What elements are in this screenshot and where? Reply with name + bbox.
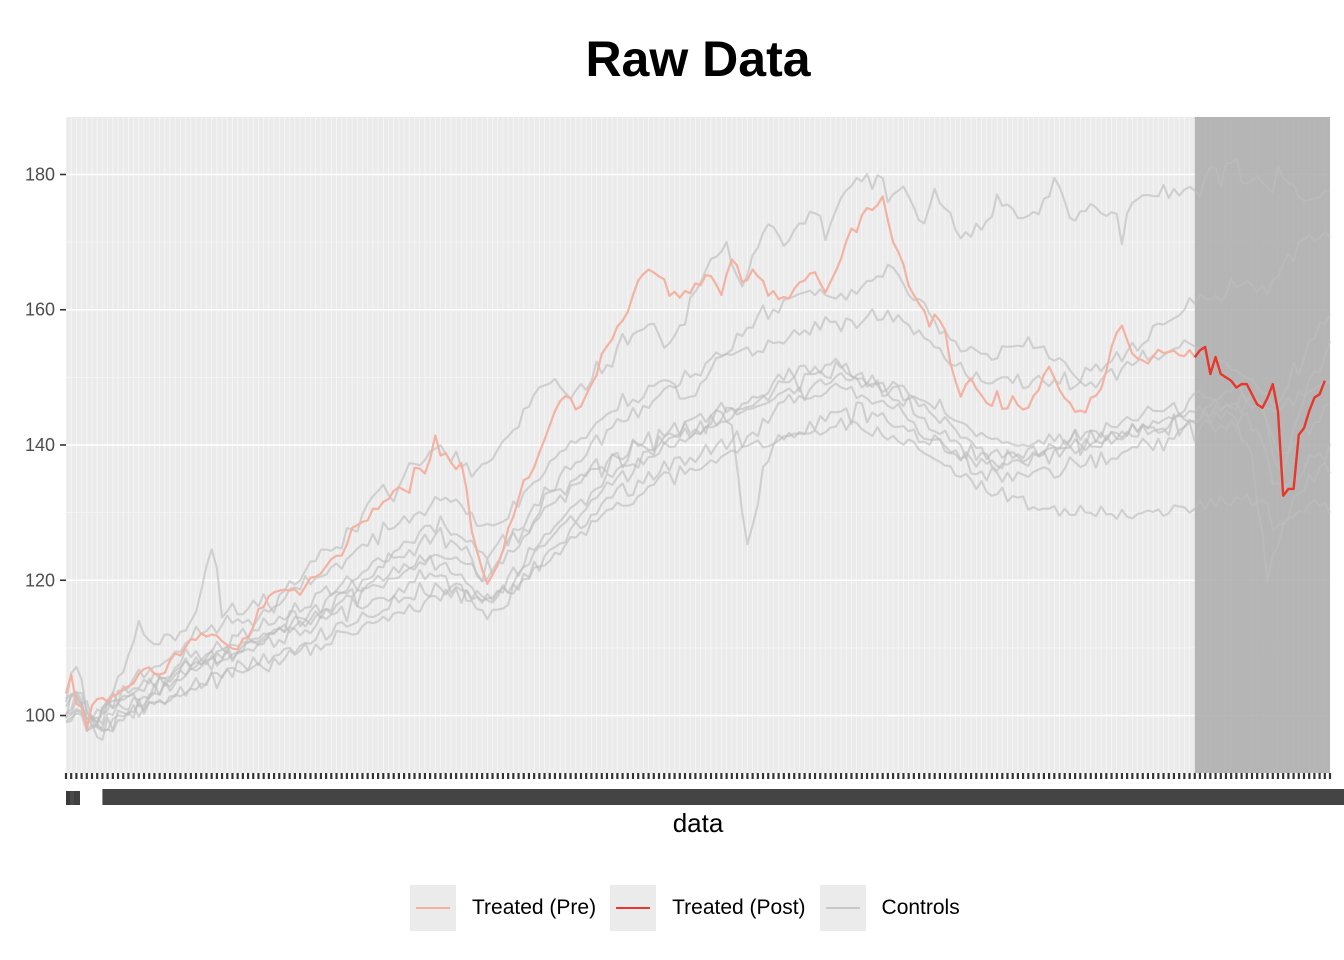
x-tick-label-glyph xyxy=(66,791,72,805)
legend-label-treated-post: Treated (Post) xyxy=(672,896,806,919)
chart-title: Raw Data xyxy=(585,31,811,87)
control-series-line-6 xyxy=(65,382,1332,732)
legend-key-treated-post xyxy=(610,885,657,931)
control-series-line-8 xyxy=(65,417,1331,733)
x-axis-label: data xyxy=(672,808,724,838)
y-tick-label: 160 xyxy=(25,300,55,320)
legend-item-controls: Controls xyxy=(819,885,960,931)
x-tick-labels-overlap xyxy=(102,789,1344,805)
major-grid-y xyxy=(66,173,1330,717)
treated-series-group xyxy=(64,195,1326,730)
y-tick-label: 180 xyxy=(25,164,55,184)
legend-key-treated-pre xyxy=(410,885,456,931)
treated-post-line xyxy=(1193,345,1326,497)
x-axis xyxy=(64,773,1344,805)
plot-area: 100 120 140 160 180 xyxy=(25,117,1344,805)
y-tick-label: 120 xyxy=(25,570,55,590)
y-tick-label: 100 xyxy=(25,706,55,726)
control-series-line-1 xyxy=(64,158,1331,724)
legend-key-controls xyxy=(819,885,866,931)
treated-pre-line xyxy=(64,195,1196,730)
y-tick-label: 140 xyxy=(25,435,55,455)
control-series-group xyxy=(64,158,1332,742)
legend-label-controls: Controls xyxy=(881,896,960,919)
control-series-line-3 xyxy=(65,308,1331,724)
x-tick-label-glyph xyxy=(74,791,80,805)
legend-item-treated-pre: Treated (Pre) xyxy=(410,885,596,931)
control-series-line-9 xyxy=(65,401,1331,742)
x-tick-label-glyph xyxy=(70,791,76,805)
legend-label-treated-pre: Treated (Pre) xyxy=(472,896,597,919)
legend: Treated (Pre) Treated (Post) Controls xyxy=(410,885,974,931)
y-axis: 100 120 140 160 180 xyxy=(25,164,66,726)
control-series-line-2 xyxy=(64,230,1331,727)
legend-item-treated-post: Treated (Post) xyxy=(610,885,806,931)
